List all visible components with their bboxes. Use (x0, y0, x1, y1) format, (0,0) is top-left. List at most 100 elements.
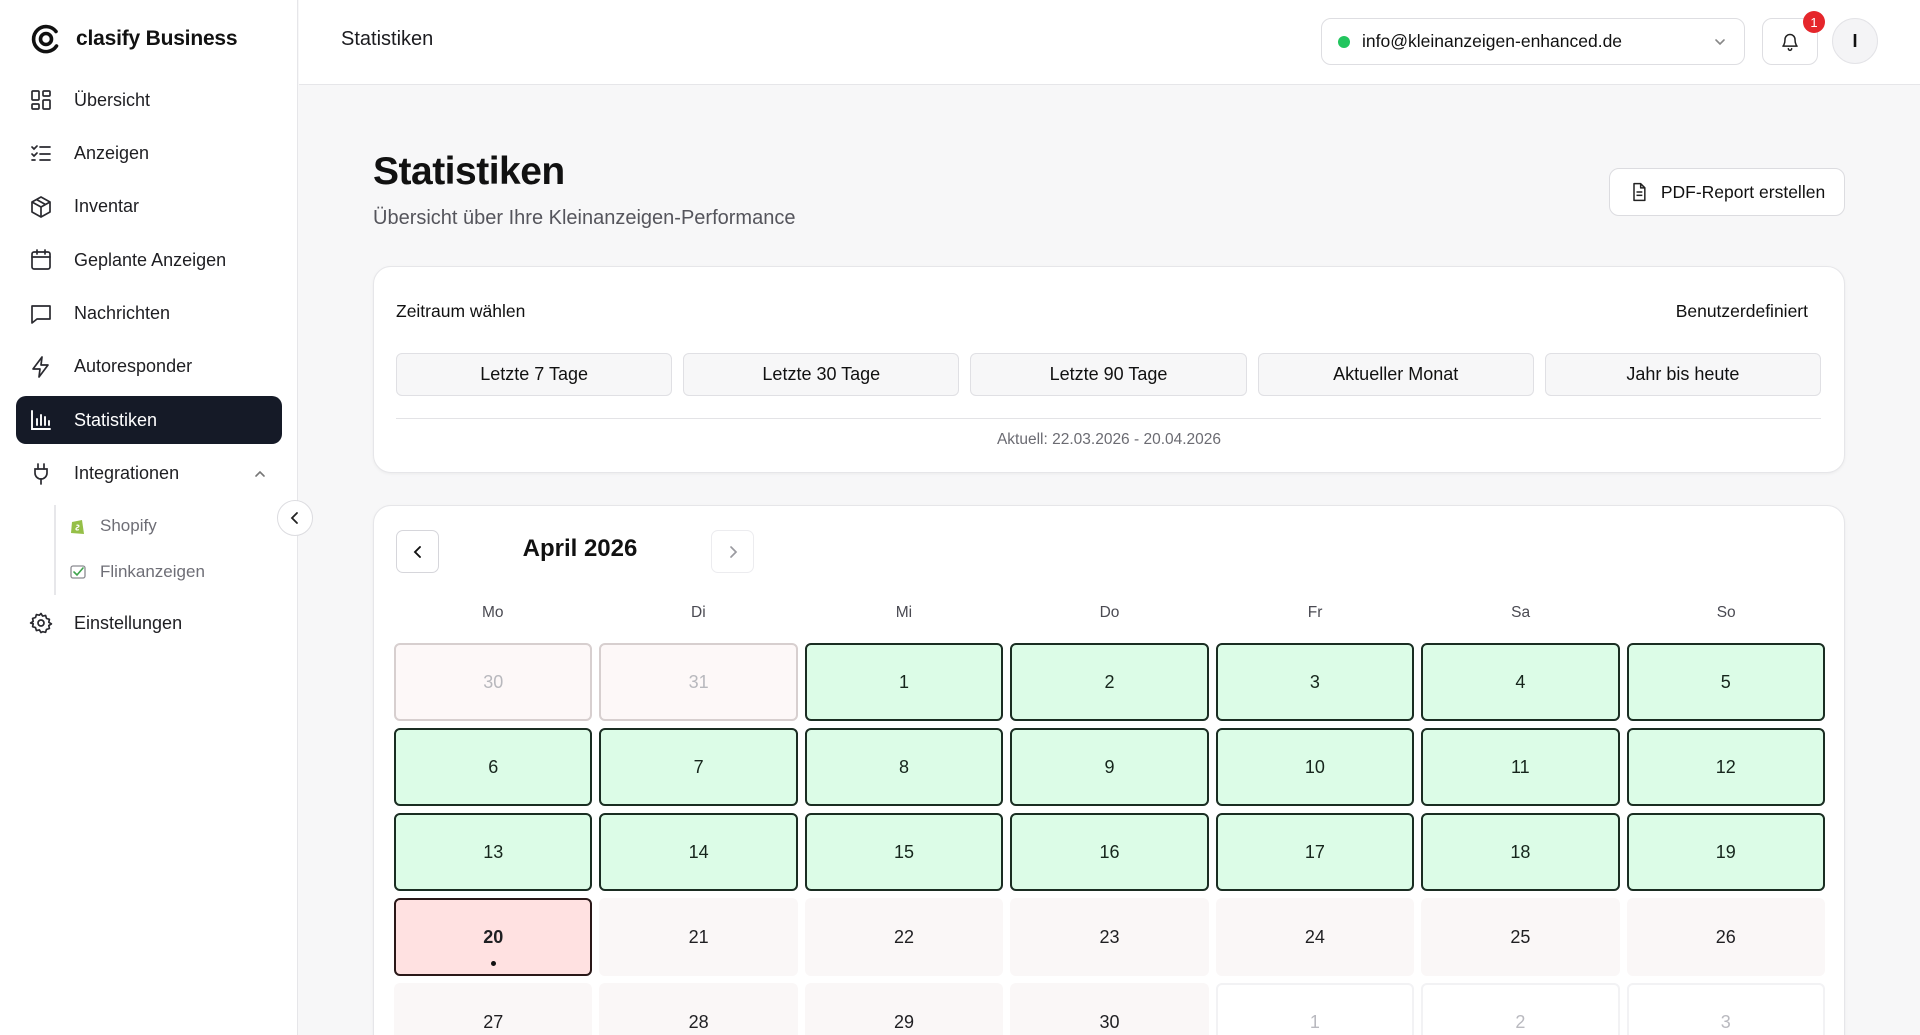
calendar-day-number: 17 (1304, 841, 1325, 862)
calendar-day[interactable]: 18 (1421, 813, 1620, 891)
calendar-day-number: 31 (688, 671, 709, 692)
calendar-day-number: 28 (688, 1011, 709, 1032)
calendar-day[interactable]: 31 (599, 643, 798, 721)
range-last-7-days-button[interactable]: Letzte 7 Tage (396, 353, 673, 396)
calendar-day[interactable]: 30 (394, 643, 593, 721)
calendar-day[interactable]: 23 (1010, 898, 1209, 976)
calendar-day[interactable]: 4 (1421, 643, 1620, 721)
previous-month-button[interactable] (396, 530, 439, 573)
calendar-day-number: 2 (1104, 671, 1115, 692)
calendar-day[interactable]: 26 (1626, 898, 1825, 976)
calendar-day[interactable]: 13 (394, 813, 593, 891)
divider (396, 418, 1821, 419)
list-check-icon (28, 140, 54, 166)
calendar-day[interactable]: 28 (599, 983, 798, 1035)
calendar-day[interactable]: 19 (1626, 813, 1825, 891)
weekday-label: Di (691, 604, 706, 621)
sidebar-item-nachrichten[interactable]: Nachrichten (16, 290, 282, 338)
calendar-day-number: 6 (488, 756, 499, 777)
calendar-day[interactable]: 5 (1626, 643, 1825, 721)
calendar-day-number: 23 (1099, 926, 1120, 947)
calendar-day[interactable]: 3 (1215, 643, 1415, 721)
calendar-day[interactable]: 30 (1010, 983, 1209, 1035)
next-month-button[interactable] (711, 530, 754, 573)
sidebar-item-integrationen[interactable]: Integrationen (16, 450, 282, 498)
calendar-day[interactable]: 15 (804, 813, 1004, 891)
sidebar-item-statistiken[interactable]: Statistiken (16, 396, 282, 445)
calendar-day[interactable]: 29 (804, 983, 1004, 1035)
today-indicator-dot (490, 961, 496, 966)
calendar-card: April 2026 Mo Di Mi Do Fr Sa So 30 31 1 2 3 4… (373, 505, 1845, 1035)
sidebar: clasify Business Übersicht Anzeigen Inve… (0, 0, 298, 1035)
clasify-logo-icon (31, 24, 59, 54)
calendar-day[interactable]: 3 (1626, 983, 1825, 1035)
calendar-day[interactable]: 10 (1215, 728, 1415, 806)
sidebar-item-label: Integrationen (74, 463, 180, 484)
range-label: Zeitraum wählen (396, 301, 526, 321)
calendar-day-number: 30 (483, 671, 504, 692)
calendar-day[interactable]: 12 (1626, 728, 1825, 806)
calendar-day-number: 26 (1715, 926, 1736, 947)
sidebar-item-inventar[interactable]: Inventar (16, 183, 282, 231)
range-current-month-button[interactable]: Aktueller Monat (1257, 353, 1534, 396)
calendar-day[interactable]: 8 (804, 728, 1004, 806)
collapse-sidebar-button[interactable] (277, 500, 313, 536)
calendar-day-number: 20 (483, 926, 504, 947)
sidebar-item-uebersicht[interactable]: Übersicht (16, 76, 282, 124)
calendar-day[interactable]: 9 (1010, 728, 1209, 806)
calendar-day[interactable]: 21 (599, 898, 798, 976)
message-icon (28, 301, 54, 327)
sidebar-item-autoresponder[interactable]: Autoresponder (16, 343, 282, 391)
document-icon (1633, 182, 1646, 202)
calendar-day[interactable]: 27 (394, 983, 593, 1035)
custom-range-button[interactable]: Benutzerdefiniert (1675, 301, 1808, 321)
calendar-day[interactable]: 17 (1215, 813, 1415, 891)
chevron-up-icon[interactable] (252, 466, 268, 482)
calendar-day[interactable]: 24 (1215, 898, 1415, 976)
weekday-label: Fr (1307, 604, 1323, 621)
page-title: Statistiken (373, 150, 565, 193)
calendar-day[interactable]: 14 (599, 813, 798, 891)
sidebar-item-label: Geplante Anzeigen (74, 249, 227, 270)
calendar-day-number: 1 (899, 671, 910, 692)
calendar-day-number: 11 (1511, 756, 1530, 777)
calendar-day-number: 4 (1515, 671, 1526, 692)
calendar-day[interactable]: 16 (1010, 813, 1209, 891)
calendar-day[interactable]: 6 (394, 728, 593, 806)
notification-badge: 1 (1803, 11, 1825, 33)
calendar-day[interactable]: 2 (1421, 983, 1620, 1035)
sidebar-item-geplante-anzeigen[interactable]: Geplante Anzeigen (16, 236, 282, 284)
sidebar-item-einstellungen[interactable]: Einstellungen (16, 599, 282, 647)
sidebar-subitem-label: Flinkanzeigen (100, 562, 205, 582)
notifications-button[interactable]: 1 (1762, 11, 1825, 65)
sidebar-item-label: Autoresponder (74, 356, 193, 377)
sidebar-subitem-shopify[interactable]: Shopify (68, 503, 282, 549)
calendar-day-today[interactable]: 20 (394, 898, 593, 976)
account-select[interactable]: info@kleinanzeigen-enhanced.de (1321, 18, 1745, 65)
calendar-day[interactable]: 1 (804, 643, 1004, 721)
calendar-day[interactable]: 22 (804, 898, 1004, 976)
calendar-day[interactable]: 25 (1421, 898, 1620, 976)
weekday-label: Do (1099, 604, 1120, 621)
box-icon (28, 194, 54, 220)
range-year-to-date-button[interactable]: Jahr bis heute (1544, 353, 1822, 396)
range-last-90-days-button[interactable]: Letzte 90 Tage (970, 353, 1247, 396)
chevron-left-icon (290, 512, 298, 524)
calendar-day[interactable]: 2 (1010, 643, 1209, 721)
main-nav: Übersicht Anzeigen Inventar Geplante Anz… (16, 76, 282, 653)
calendar-day-number: 18 (1510, 841, 1531, 862)
calendar-day[interactable]: 11 (1421, 728, 1620, 806)
range-last-30-days-button[interactable]: Letzte 30 Tage (683, 353, 960, 396)
calendar-icon (28, 247, 54, 273)
avatar[interactable]: I (1832, 18, 1878, 64)
calendar-day-number: 1 (1309, 1011, 1320, 1032)
calendar-day[interactable]: 1 (1215, 983, 1415, 1035)
calendar-day[interactable]: 7 (599, 728, 798, 806)
gear-icon (28, 610, 54, 636)
account-email: info@kleinanzeigen-enhanced.de (1362, 31, 1623, 51)
sidebar-item-anzeigen[interactable]: Anzeigen (16, 129, 282, 177)
pdf-report-button[interactable]: PDF-Report erstellen (1609, 168, 1845, 216)
sidebar-subitem-flinkanzeigen[interactable]: Flinkanzeigen (68, 549, 282, 595)
brand[interactable]: clasify Business (30, 20, 238, 58)
current-range-text: Aktuell: 22.03.2026 - 20.04.2026 (996, 431, 1222, 448)
